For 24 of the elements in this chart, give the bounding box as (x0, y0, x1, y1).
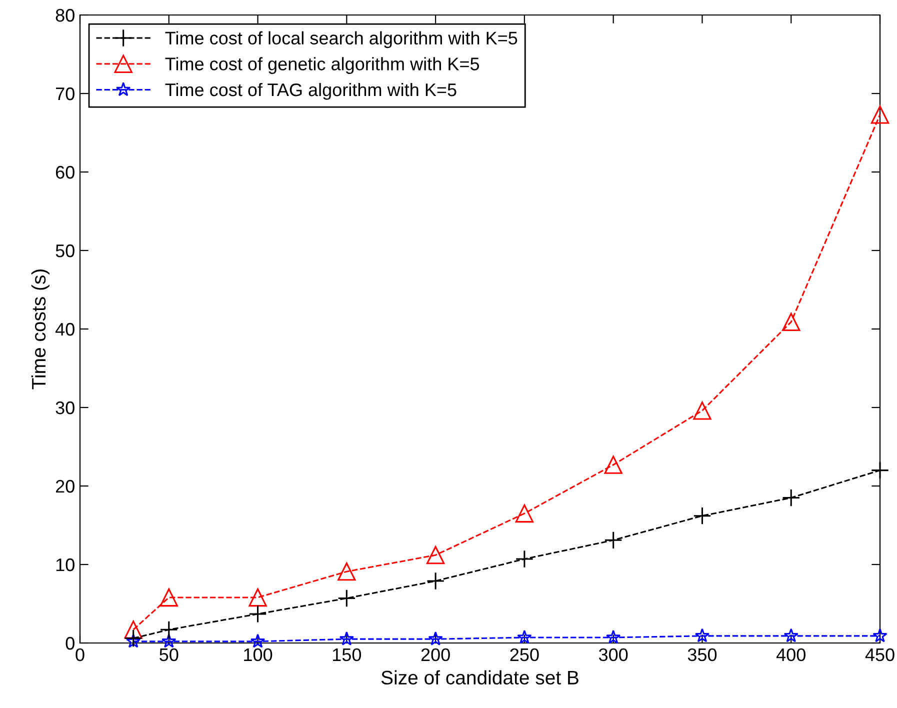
legend-label: Time cost of genetic algorithm with K=5 (165, 57, 480, 74)
x-tick-label: 100 (244, 648, 272, 662)
x-tick-label: 400 (776, 648, 806, 662)
y-tick-label: 70 (56, 87, 74, 100)
x-tick-label: 300 (598, 648, 628, 662)
legend-label: Time cost of TAG algorithm with K=5 (165, 82, 456, 100)
y-tick-label: 10 (56, 558, 74, 572)
x-tick-label: 0 (76, 648, 84, 662)
legend-label: Time cost of local search algorithm with K=5 (165, 31, 518, 48)
y-tick-label: 30 (56, 401, 74, 414)
x-tick-label: 200 (421, 648, 450, 662)
y-tick-label: 20 (56, 480, 74, 493)
y-tick-label: 0 (66, 636, 74, 650)
y-axis-title: Time costs (s) (31, 270, 50, 390)
y-tick-label: 40 (55, 322, 74, 336)
y-tick-label: 80 (56, 8, 74, 22)
x-tick-label: 450 (865, 648, 894, 662)
x-tick-label: 150 (332, 648, 362, 662)
x-axis-title: Size of candidate set B (381, 670, 578, 685)
x-tick-label: 350 (688, 648, 717, 662)
x-tick-label: 250 (510, 648, 539, 662)
y-tick-label: 60 (56, 166, 74, 179)
y-tick-label: 50 (56, 244, 74, 258)
x-tick-label: 50 (160, 648, 178, 662)
